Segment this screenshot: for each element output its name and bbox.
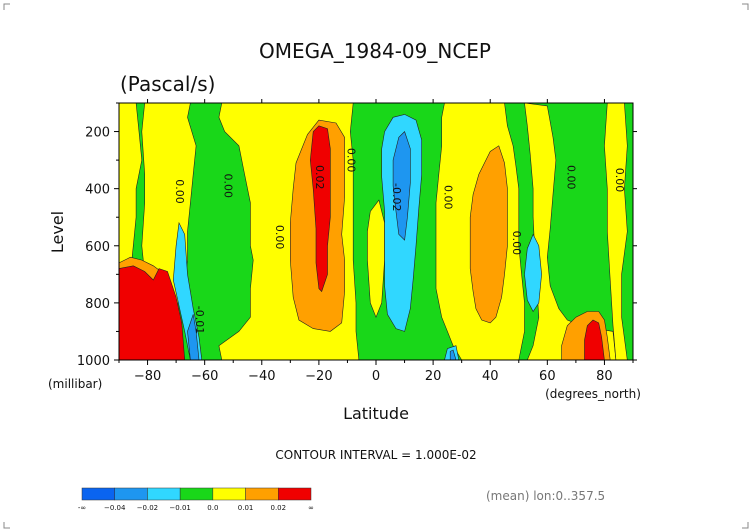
colorbar-swatch (245, 487, 279, 501)
y-tick-label: 200 (85, 126, 110, 141)
contour-blue-band-north-8 (392, 131, 411, 241)
contour-label: 0.00 (564, 165, 577, 190)
contour-yellow-band-0 (367, 199, 385, 319)
x-tick-label: 80 (596, 369, 613, 384)
y-tick-label: 800 (85, 297, 110, 312)
averaging-note: (mean) lon:0..357.5 (486, 489, 605, 503)
x-tick-label: −80 (134, 369, 161, 384)
contour-label: 0.00 (613, 168, 626, 193)
contour-label: 0.00 (510, 231, 523, 256)
colorbar-label: -∞ (78, 504, 86, 512)
contour-label: 0.00 (441, 185, 454, 210)
colorbar-label: ∞ (308, 504, 314, 512)
y-axis-units: (millibar) (48, 377, 102, 391)
colorbar-swatch (114, 487, 148, 501)
colorbar-swatch (147, 487, 181, 501)
corner-marks (3, 3, 749, 529)
y-tick-label: 400 (85, 183, 110, 198)
x-tick-label: −40 (248, 369, 275, 384)
colorbar-label: 0.0 (207, 504, 218, 512)
contour-orange-band-north-40 (469, 145, 508, 324)
colorbar-label: 0.01 (238, 504, 254, 512)
x-tick-label: −20 (305, 369, 332, 384)
y-tick-label: 1000 (77, 354, 110, 369)
x-tick-label: −60 (191, 369, 218, 384)
contour-label: -0.01 (193, 306, 206, 334)
contour-interval-note: CONTOUR INTERVAL = 1.000E-02 (275, 448, 476, 462)
x-axis-label: Latitude (343, 404, 409, 423)
plot-area: 0.00 0.00 0.00 0.02 0.00 -0.02 0.00 0.00 0.00 0.0… (118, 102, 634, 361)
contour-label: -0.02 (390, 183, 403, 211)
contour-cyan-band-north-55 (524, 233, 542, 313)
colorbar-swatch (81, 487, 115, 501)
chart-title: OMEGA_1984-09_NCEP (259, 39, 491, 63)
contour-red-band-south-20 (309, 125, 331, 293)
x-tick-label: 0 (372, 369, 380, 384)
y-tick-label: 600 (85, 240, 110, 255)
x-tick-label: 60 (539, 369, 556, 384)
x-axis: −80 −60 −40 −20 0 20 40 60 80 (118, 99, 634, 384)
y-axis: 200 400 600 800 1000 (77, 102, 637, 369)
contour-label: 0.00 (173, 179, 186, 204)
colorbar: -∞ −0.04 −0.02 −0.01 0.0 0.01 0.02 ∞ (78, 487, 314, 512)
chart-units: (Pascal/s) (120, 72, 215, 96)
contour-blue-band-south-62 (187, 314, 200, 361)
colorbar-swatch (212, 487, 246, 501)
contour-label: 0.00 (273, 225, 286, 250)
contour-red-band-north-80 (584, 319, 605, 361)
colorbar-label: −0.01 (169, 504, 190, 512)
colorbar-swatch (179, 487, 214, 501)
colorbar-label: −0.04 (104, 504, 126, 512)
y-axis-label: Level (48, 211, 67, 253)
colorbar-label: 0.02 (270, 504, 286, 512)
contour-label: 0.02 (313, 165, 326, 190)
colorbar-label: −0.02 (137, 504, 158, 512)
x-tick-label: 40 (482, 369, 499, 384)
colorbar-swatch (278, 487, 312, 501)
x-axis-units: (degrees_north) (545, 387, 641, 401)
x-tick-label: 20 (425, 369, 442, 384)
contour-label: 0.00 (222, 174, 235, 199)
contour-label: 0.00 (344, 148, 357, 173)
